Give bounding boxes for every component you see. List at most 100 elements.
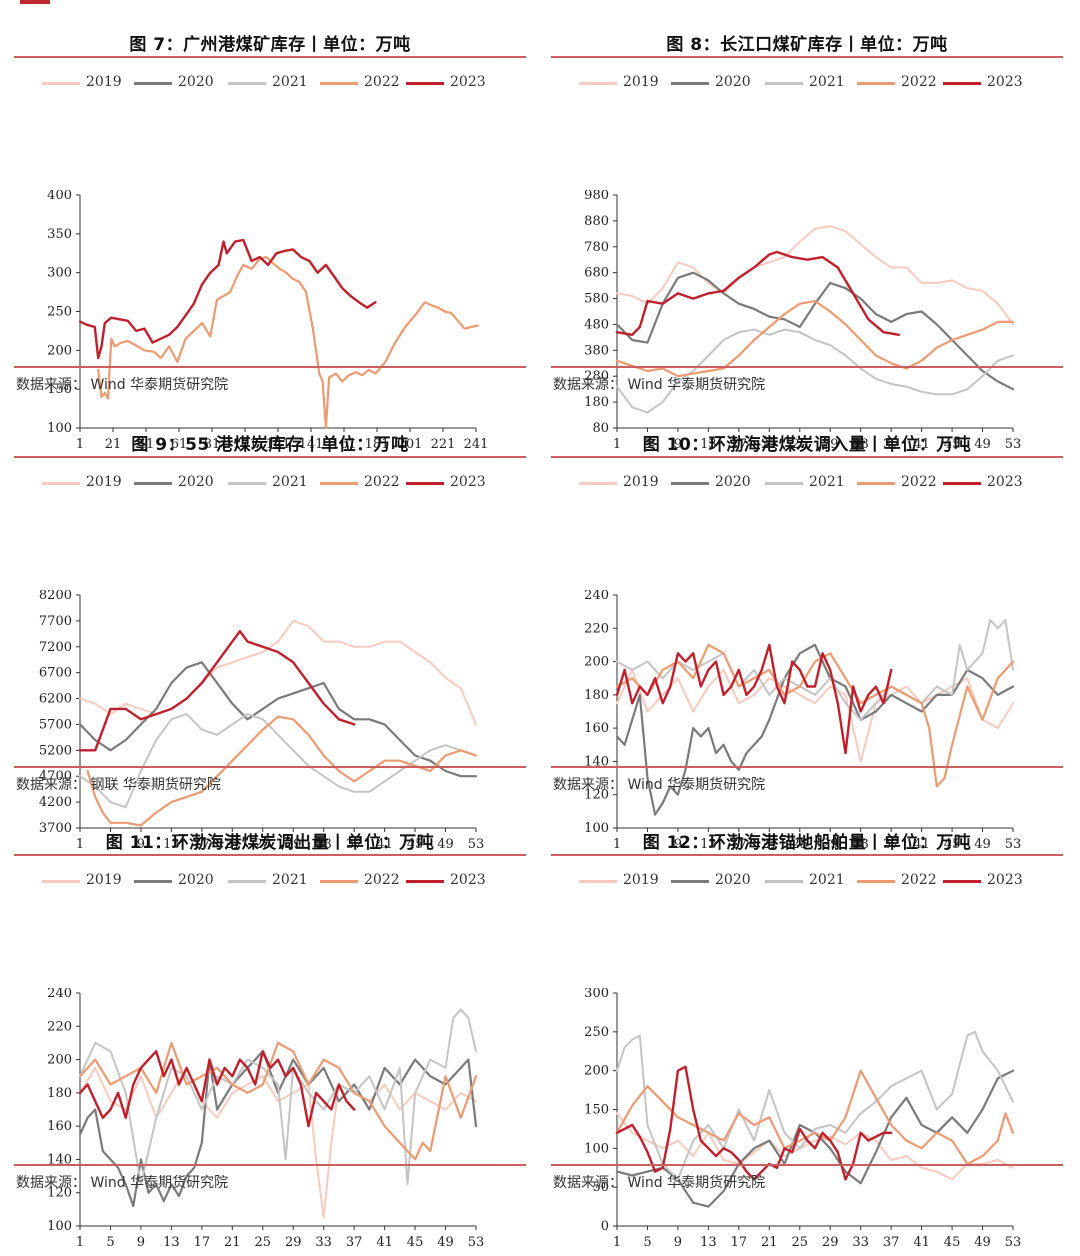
legend-label: 2023 — [450, 872, 486, 888]
x-tick-label: 33 — [852, 1235, 869, 1250]
y-tick-label: 880 — [584, 214, 609, 229]
y-tick-label: 120 — [584, 788, 609, 803]
x-tick-label: 25 — [254, 837, 271, 852]
legend-label: 2023 — [987, 872, 1023, 888]
x-tick-label: 21 — [224, 1235, 241, 1250]
x-tick-label: 53 — [1005, 1235, 1022, 1250]
series-line-2020 — [78, 1050, 478, 1208]
x-tick-label: 221 — [431, 437, 456, 452]
x-tick-label: 37 — [883, 837, 900, 852]
x-tick-label: 45 — [944, 437, 961, 452]
x-tick-label: 241 — [464, 437, 489, 452]
legend-label: 2019 — [86, 74, 122, 90]
x-tick-label: 17 — [731, 1235, 748, 1250]
x-tick-label: 13 — [700, 437, 717, 452]
y-tick-label: 980 — [584, 190, 609, 203]
plot-area: 3700 4200 4700 5200 5700 6200 6700 7200 7700 8200… — [14, 500, 526, 852]
x-tick-label: 41 — [376, 1235, 393, 1250]
data-source-note: 数据来源： Wind 华泰期货研究院 — [553, 377, 766, 393]
chart-title: 图 7：广州港煤矿库存丨单位：万吨 — [129, 35, 411, 55]
y-tick-label: 200 — [47, 343, 72, 358]
x-tick-label: 53 — [1005, 437, 1022, 452]
chart-plot: 100 120 140 160 180 200 220 240 1 5 9 13 17 21 25 29 33 3… — [47, 988, 485, 1250]
x-tick-label: 9 — [674, 837, 682, 852]
source-rule — [14, 366, 526, 368]
legend-swatch — [579, 482, 617, 485]
x-tick-label: 41 — [913, 837, 930, 852]
x-tick-label: 33 — [315, 837, 332, 852]
y-tick-label: 220 — [47, 1019, 72, 1034]
plot-area: 80 180 280 380 480 580 680 780 880 980 1 5 9 13 17 21 25… — [551, 100, 1063, 452]
legend-label: 2021 — [272, 474, 308, 490]
legend-swatch — [320, 82, 358, 85]
x-tick-label: 101 — [233, 437, 258, 452]
y-tick-label: 180 — [584, 395, 609, 410]
y-tick-label: 350 — [47, 227, 72, 242]
y-tick-label: 4700 — [39, 769, 72, 784]
y-tick-label: 300 — [584, 988, 609, 1001]
x-tick-label: 17 — [194, 837, 211, 852]
x-tick-label: 1 — [76, 437, 84, 452]
legend-swatch — [671, 82, 709, 85]
legend-label: 2022 — [901, 74, 937, 90]
series-line-2022 — [86, 715, 478, 827]
y-tick-label: 5700 — [39, 717, 72, 732]
legend-label: 2023 — [987, 74, 1023, 90]
series-line-2023 — [78, 630, 356, 752]
legend-label: 2022 — [364, 872, 400, 888]
x-tick-label: 41 — [376, 837, 393, 852]
x-tick-label: 13 — [163, 1235, 180, 1250]
legend-label: 2023 — [987, 474, 1023, 490]
x-tick-label: 53 — [468, 1235, 485, 1250]
legend-swatch — [406, 82, 444, 85]
y-tick-label: 50 — [592, 1180, 609, 1195]
x-tick-label: 49 — [974, 437, 991, 452]
x-tick-label: 45 — [407, 1235, 424, 1250]
legend-swatch — [320, 482, 358, 485]
x-tick-label: 81 — [204, 437, 221, 452]
y-tick-label: 8200 — [39, 590, 72, 603]
chart-title: 图 11：环渤海港煤炭调出量丨单位：万吨 — [105, 833, 435, 853]
chart-panel-fig7: 图 7：广州港煤矿库存丨单位：万吨 2019 2020 2021 2022 2023 100… — [14, 10, 526, 452]
y-tick-label: 680 — [584, 266, 609, 281]
source-rule — [551, 366, 1063, 368]
series-line-2019 — [79, 1066, 477, 1219]
chart-title: 图 10：环渤海港煤炭调入量丨单位：万吨 — [642, 435, 972, 455]
x-tick-label: 29 — [285, 1235, 302, 1250]
y-tick-label: 180 — [47, 1086, 72, 1101]
legend-label: 2019 — [86, 872, 122, 888]
data-source-note: 数据来源： Wind 华泰期货研究院 — [16, 377, 229, 393]
y-tick-label: 240 — [584, 590, 609, 603]
legend-swatch — [671, 482, 709, 485]
x-tick-label: 5 — [106, 1235, 114, 1250]
x-tick-label: 25 — [791, 437, 808, 452]
y-tick-label: 180 — [584, 688, 609, 703]
series-line-2019 — [616, 668, 1014, 763]
x-tick-label: 61 — [171, 437, 188, 452]
y-tick-label: 160 — [47, 1119, 72, 1134]
x-tick-label: 33 — [852, 837, 869, 852]
x-tick-label: 13 — [700, 837, 717, 852]
x-tick-label: 9 — [137, 837, 145, 852]
series-line-2022 — [97, 255, 479, 430]
series-line-2023 — [615, 643, 893, 755]
y-tick-label: 140 — [47, 1152, 72, 1167]
legend-swatch — [228, 482, 266, 485]
y-tick-label: 200 — [584, 655, 609, 670]
source-rule — [14, 766, 526, 768]
y-tick-label: 100 — [47, 1219, 72, 1234]
x-tick-label: 53 — [1005, 837, 1022, 852]
chart-legend: 2019 2020 2021 2022 2023 — [579, 870, 1059, 892]
legend-swatch — [943, 82, 981, 85]
chart-legend: 2019 2020 2021 2022 2023 — [42, 472, 522, 494]
x-tick-label: 17 — [194, 1235, 211, 1250]
legend-swatch — [134, 82, 172, 85]
plot-area: 100 120 140 160 180 200 220 240 1 5 9 13 17 21 25 29 33 3… — [14, 898, 526, 1250]
legend-label: 2022 — [901, 474, 937, 490]
x-tick-label: 13 — [163, 837, 180, 852]
chart-plot: 80 180 280 380 480 580 680 780 880 980 1 5 9 13 17 21 25… — [584, 190, 1022, 452]
y-tick-label: 80 — [592, 421, 609, 436]
x-tick-label: 13 — [700, 1235, 717, 1250]
data-source-note: 数据来源： Wind 华泰期货研究院 — [16, 1175, 229, 1191]
legend-swatch — [765, 482, 803, 485]
